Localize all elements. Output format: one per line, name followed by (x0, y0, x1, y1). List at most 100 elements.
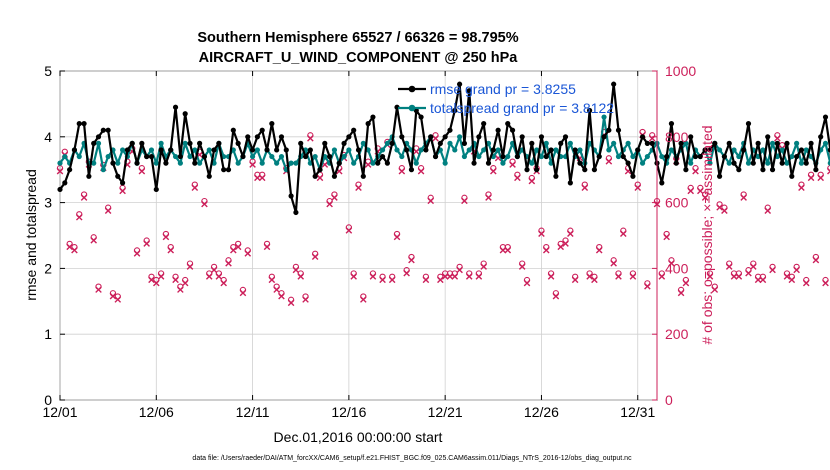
obs-assimilated-point (725, 263, 733, 270)
plot-area (59, 70, 658, 401)
rmse-point (577, 160, 583, 166)
rmse-point (172, 104, 179, 110)
rmse-point (177, 153, 183, 160)
rmse-point (447, 127, 453, 133)
rmse-point (302, 153, 309, 160)
rmse-point (182, 111, 188, 117)
grid-lines (59, 70, 657, 401)
totalspread-point (148, 147, 155, 153)
totalspread-point (567, 140, 573, 146)
rmse-point (471, 160, 477, 166)
rmse-point (158, 147, 164, 153)
rmse-point (62, 180, 68, 186)
totalspread-point (177, 160, 183, 166)
x-tick-label: 12/11 (236, 404, 270, 420)
rmse-point (110, 160, 116, 166)
rmse-point (206, 173, 212, 179)
totalspread-point (543, 140, 549, 146)
obs-assimilated-point (388, 276, 396, 284)
totalspread-point (394, 147, 400, 153)
rmse-point (716, 173, 723, 179)
totalspread-point (62, 153, 68, 160)
x-tick-label: 12/16 (331, 404, 366, 420)
rmse-point (298, 140, 304, 146)
rmse-point (712, 140, 718, 146)
obs-assimilated-point (417, 167, 425, 175)
totalspread-point (784, 160, 790, 166)
rmse-point (755, 140, 761, 146)
totalspread-point (57, 160, 63, 166)
rmse-point (437, 140, 443, 146)
x-tick-label: 12/26 (524, 404, 559, 420)
rmse-point (457, 81, 463, 87)
totalspread-point (115, 160, 121, 166)
axes: 12/01 12/06 12/11 12/16 12/21 12/26 12/31 0 1 2 3 4… (42, 63, 696, 420)
totalspread-point (798, 160, 805, 166)
rmse-point (774, 140, 780, 146)
rmse-point (389, 140, 395, 146)
rmse-point (235, 140, 241, 146)
totalspread-point (505, 153, 511, 160)
obs-assimilated-point (157, 273, 165, 280)
rmse-point (264, 147, 270, 153)
rmse-point (678, 140, 684, 146)
rmse-point (500, 153, 506, 160)
legend: rmse grand pr = 3.8255 totalspread grand… (398, 81, 614, 116)
rmse-point (509, 127, 516, 133)
totalspread-point (760, 147, 766, 153)
rmse-point (803, 160, 809, 166)
obs-assimilated-point (822, 279, 829, 287)
totalspread-point (538, 153, 545, 160)
totalspread-point (182, 140, 188, 146)
totalspread-point (731, 147, 737, 153)
totalspread-point (630, 153, 636, 160)
rmse-point (615, 127, 622, 133)
obs-assimilated-point (437, 276, 444, 284)
rmse-point (283, 147, 289, 153)
obs-assimilated-point (316, 174, 324, 182)
rmse-point (278, 134, 285, 140)
obs-assimilated-point (177, 286, 184, 293)
obs-assimilated-point (239, 289, 247, 297)
rmse-point (148, 153, 155, 160)
totalspread-point (249, 153, 256, 160)
y-tick-label-left: 5 (44, 63, 52, 79)
obs-assimilated-point (104, 207, 112, 214)
rmse-point (534, 167, 540, 173)
totalspread-point (736, 153, 742, 160)
obs-assimilated-point (71, 246, 78, 254)
obs-assimilated-point (258, 174, 266, 182)
obs-assimilated-point (759, 276, 767, 284)
obs-assimilated-point (119, 187, 126, 195)
obs-assimilated-point (721, 207, 728, 214)
totalspread-point (187, 153, 193, 160)
obs-assimilated-point (148, 276, 155, 284)
rmse-point (591, 167, 598, 173)
rmse-point (558, 140, 564, 146)
rmse-point (307, 147, 313, 153)
y-tick-label-right: 600 (665, 195, 689, 211)
obs-assimilated-point (788, 276, 796, 284)
rmse-point (442, 134, 448, 140)
rmse-point (818, 134, 824, 140)
rmse-point (225, 167, 232, 173)
obs-assimilated-point (287, 299, 295, 307)
rmse-point (269, 121, 275, 127)
rmse-point (91, 140, 97, 146)
totalspread-point (288, 160, 294, 166)
obs-assimilated-point (465, 273, 473, 280)
rmse-point (293, 209, 299, 216)
rmse-point (779, 160, 785, 166)
totalspread-point (500, 160, 506, 166)
totalspread-point (447, 140, 453, 146)
totalspread-point (683, 140, 689, 146)
obs-assimilated-point (456, 266, 463, 274)
obs-assimilated-point (518, 263, 526, 270)
obs-assimilated-point (311, 253, 319, 261)
rmse-point (221, 167, 227, 173)
obs-assimilated-point (302, 296, 309, 303)
obs-assimilated-point (485, 194, 492, 201)
obs-assimilated-point (774, 135, 781, 142)
obs-assimilated-point (441, 273, 449, 280)
totalspread-point (100, 167, 106, 173)
